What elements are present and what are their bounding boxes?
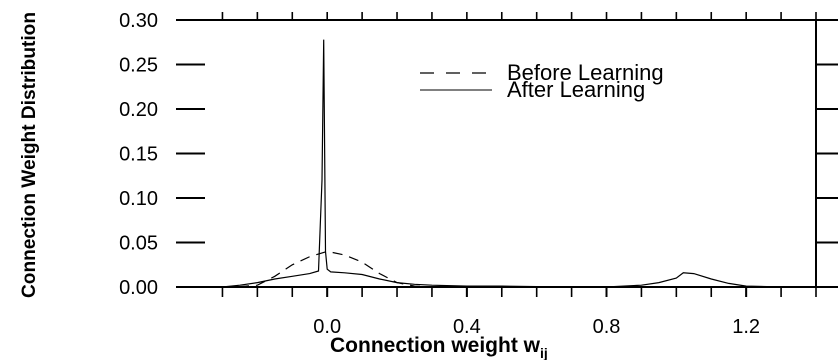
legend-label-before: Before Learning (507, 60, 664, 85)
x-tick-label: 0.8 (593, 316, 621, 338)
legend-label-after: After Learning (507, 77, 645, 102)
ticks: 0.00 0.05 0.10 0.15 0.20 0.25 0.30 0.0 0.4 0.8 1.2 (119, 10, 838, 338)
y-axis-title: Connection Weight Distribution (19, 12, 40, 298)
y-tick-label: 0.10 (119, 188, 158, 210)
series-line-before-learning (205, 250, 816, 288)
x-tick-label: 0.4 (453, 316, 481, 338)
series-lines (205, 39, 816, 288)
y-tick-label: 0.15 (119, 144, 158, 166)
x-axis-title: Connection weight wij (330, 334, 548, 360)
x-axis-title-main: Connection weight w (330, 334, 541, 357)
x-tick-label: 1.2 (732, 316, 760, 338)
x-axis-title-subscript: ij (540, 345, 548, 360)
legend: Before Learning After Learning (420, 60, 664, 102)
x-tick-label: 0.0 (313, 316, 341, 338)
y-tick-label: 0.30 (119, 10, 158, 32)
y-tick-label: 0.00 (119, 277, 158, 299)
series-line-after-learning (205, 39, 816, 288)
y-tick-label: 0.20 (119, 99, 158, 121)
y-tick-label: 0.25 (119, 55, 158, 77)
y-tick-label: 0.05 (119, 233, 158, 255)
